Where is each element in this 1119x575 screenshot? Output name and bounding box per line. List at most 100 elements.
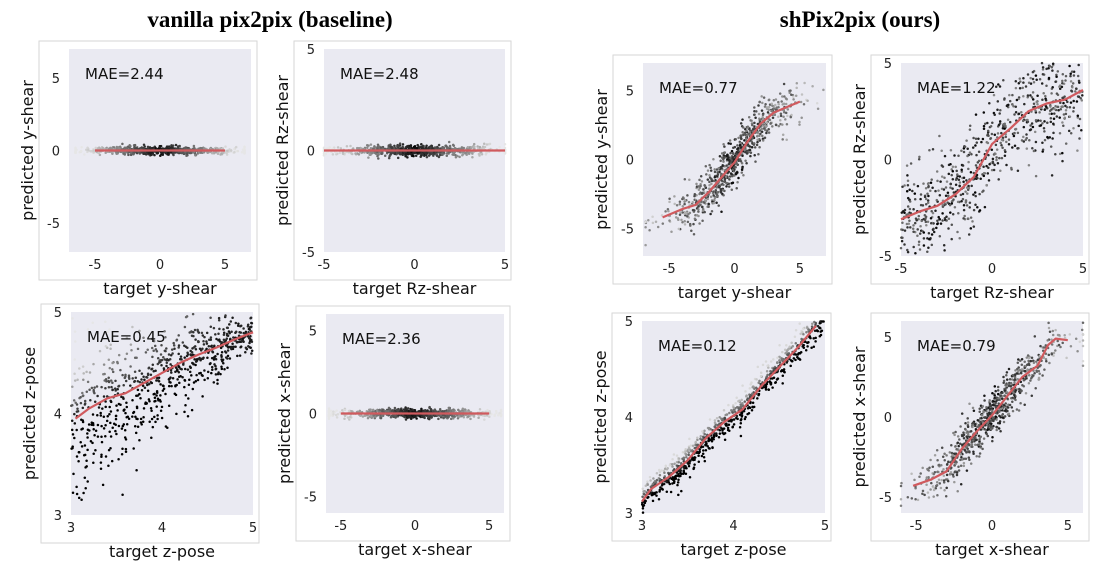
scatter-point xyxy=(131,377,134,380)
scatter-point xyxy=(1072,74,1076,77)
scatter-point xyxy=(675,203,679,207)
scatter-point xyxy=(129,144,132,148)
scatter-point xyxy=(346,416,350,419)
scatter-point xyxy=(733,145,737,149)
scatter-point xyxy=(953,205,957,209)
scatter-point xyxy=(116,409,119,412)
scatter-point xyxy=(79,440,82,444)
scatter-point xyxy=(104,345,108,348)
scatter-point xyxy=(697,460,701,463)
scatter-point xyxy=(1044,94,1047,98)
scatter-point xyxy=(1020,139,1024,142)
scatter-point xyxy=(104,386,107,390)
scatter-point xyxy=(88,429,91,432)
scatter-point xyxy=(79,150,83,153)
scatter-point xyxy=(369,143,373,146)
scatter-point xyxy=(219,153,222,156)
scatter-point xyxy=(988,102,991,105)
scatter-point xyxy=(433,152,436,155)
scatter-point xyxy=(798,322,801,325)
scatter-point xyxy=(962,180,965,183)
scatter-point xyxy=(982,171,986,175)
scatter-point xyxy=(982,174,986,178)
scatter-point xyxy=(1063,95,1066,98)
scatter-point xyxy=(958,175,962,178)
scatter-point xyxy=(219,346,223,350)
scatter-point xyxy=(1061,82,1064,85)
scatter-point xyxy=(741,118,744,121)
scatter-point xyxy=(958,184,961,188)
scatter-point xyxy=(213,363,216,366)
scatter-point xyxy=(814,340,817,343)
scatter-point xyxy=(999,109,1002,112)
scatter-point xyxy=(412,154,415,158)
scatter-point xyxy=(81,365,85,368)
scatter-point xyxy=(732,418,736,421)
scatter-point xyxy=(1043,120,1046,123)
scatter-point xyxy=(73,422,77,425)
scatter-point xyxy=(335,416,339,419)
scatter-point xyxy=(1064,109,1068,112)
scatter-point xyxy=(1007,143,1011,146)
scatter-point xyxy=(108,366,112,370)
scatter-point xyxy=(698,448,701,451)
scatter-point xyxy=(243,149,246,152)
scatter-point xyxy=(136,347,140,351)
scatter-point xyxy=(150,409,153,412)
scatter-point xyxy=(398,142,402,145)
scatter-point xyxy=(138,439,141,442)
scatter-point xyxy=(683,202,686,206)
scatter-point xyxy=(648,229,651,232)
scatter-point xyxy=(1029,82,1033,85)
scatter-point xyxy=(471,152,474,155)
scatter-point xyxy=(248,326,252,329)
scatter-point xyxy=(909,162,913,165)
scatter-point xyxy=(958,236,961,240)
scatter-point xyxy=(131,325,134,329)
scatter-point xyxy=(1047,67,1050,70)
scatter-point xyxy=(210,356,214,360)
scatter-point xyxy=(449,417,453,421)
scatter-point xyxy=(698,178,701,182)
scatter-point xyxy=(1021,86,1024,90)
scatter-point xyxy=(978,192,981,196)
scatter-point xyxy=(1045,84,1048,87)
scatter-point xyxy=(460,146,464,149)
scatter-point xyxy=(707,205,710,208)
scatter-point xyxy=(363,414,367,417)
scatter-point xyxy=(723,438,727,441)
scatter-point xyxy=(777,105,780,109)
scatter-point xyxy=(951,165,955,169)
scatter-point xyxy=(753,146,757,149)
scatter-point xyxy=(151,363,155,366)
scatter-point xyxy=(1077,63,1080,67)
scatter-point xyxy=(922,237,926,240)
scatter-point xyxy=(717,191,720,194)
scatter-point xyxy=(226,366,229,370)
scatter-point xyxy=(781,374,785,378)
scatter-point xyxy=(756,122,760,126)
scatter-point xyxy=(1068,115,1072,118)
scatter-point xyxy=(127,417,131,421)
scatter-point xyxy=(198,357,202,361)
scatter-point xyxy=(931,186,934,190)
scatter-point xyxy=(222,328,225,331)
scatter-point xyxy=(918,248,922,251)
scatter-point xyxy=(1022,140,1026,143)
scatter-point xyxy=(940,149,943,152)
scatter-point xyxy=(1069,131,1073,135)
scatter-point xyxy=(715,434,718,438)
scatter-point xyxy=(765,370,769,373)
scatter-point xyxy=(913,198,917,201)
scatter-point xyxy=(998,85,1002,88)
scatter-point xyxy=(1008,99,1012,103)
mae-annotation: MAE=1.22 xyxy=(917,79,996,97)
scatter-point xyxy=(693,463,696,466)
scatter-point xyxy=(1061,105,1064,109)
scatter-point xyxy=(406,152,410,156)
scatter-point xyxy=(124,379,128,383)
scatter-point xyxy=(691,456,695,460)
scatter-point xyxy=(377,157,380,160)
scatter-point xyxy=(370,414,373,418)
scatter-point xyxy=(925,223,928,227)
